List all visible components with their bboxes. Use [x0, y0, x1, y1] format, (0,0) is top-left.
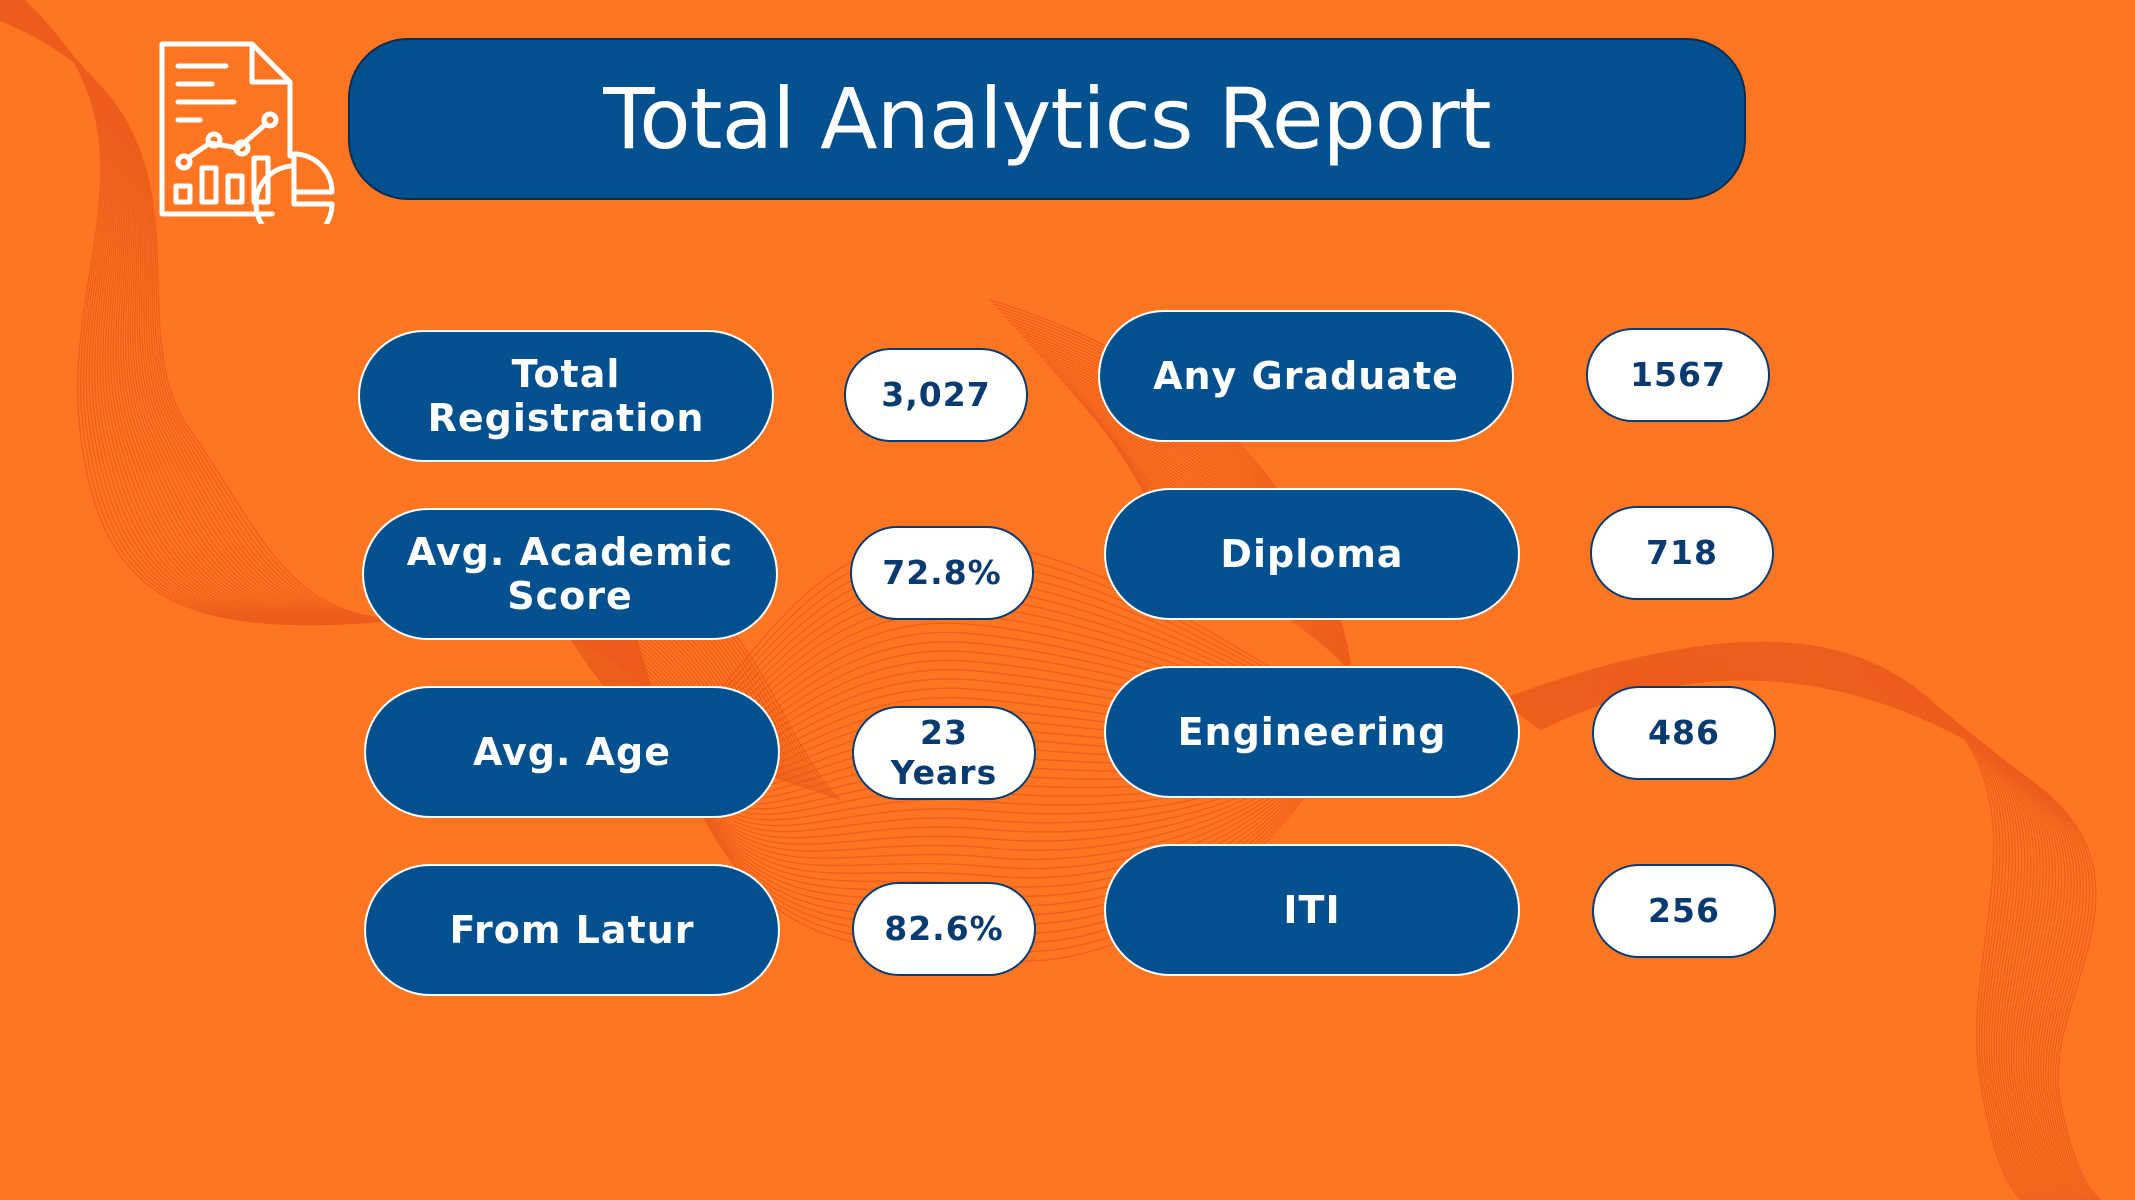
metric-label-iti: ITI: [1104, 844, 1520, 976]
metric-value-iti: 256: [1592, 864, 1776, 958]
metric-value-avg-age: 23 Years: [852, 706, 1036, 800]
metric-value-diploma: 718: [1590, 506, 1774, 600]
analytics-report-icon: [152, 36, 336, 245]
metric-label-from-latur: From Latur: [364, 864, 780, 996]
page-title: Total Analytics Report: [603, 70, 1491, 168]
metric-value-avg-academic-score: 72.8%: [850, 526, 1034, 620]
metric-label-diploma: Diploma: [1104, 488, 1520, 620]
metric-label-any-graduate: Any Graduate: [1098, 310, 1514, 442]
metric-value-any-graduate: 1567: [1586, 328, 1770, 422]
title-banner: Total Analytics Report: [348, 38, 1746, 200]
metric-value-total-registration: 3,027: [844, 348, 1028, 442]
metric-label-total-registration: Total Registration: [358, 330, 774, 462]
metric-label-avg-age: Avg. Age: [364, 686, 780, 818]
metric-value-from-latur: 82.6%: [852, 882, 1036, 976]
metric-value-engineering: 486: [1592, 686, 1776, 780]
metric-label-engineering: Engineering: [1104, 666, 1520, 798]
metric-label-avg-academic-score: Avg. Academic Score: [362, 508, 778, 640]
